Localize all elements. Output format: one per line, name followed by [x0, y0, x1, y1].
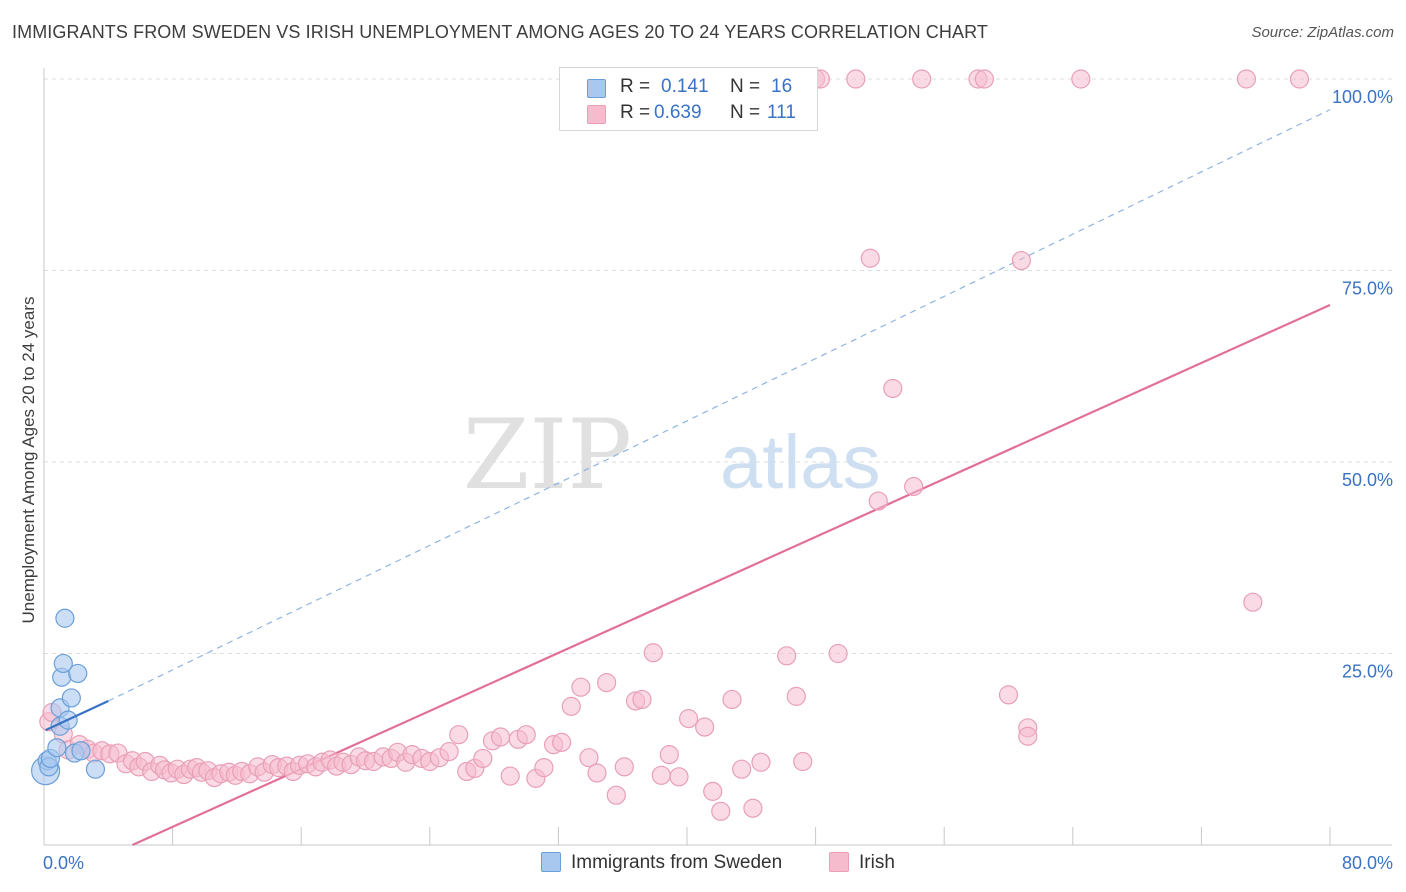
bottom-legend-sweden: Immigrants from Sweden — [541, 852, 782, 874]
irish-point — [597, 673, 617, 693]
irish-point — [632, 689, 652, 710]
legend-r-value: 0.639 — [654, 102, 702, 123]
irish-point — [606, 785, 626, 805]
watermark-zip: ZIP — [463, 399, 632, 511]
gridlines — [44, 78, 1392, 654]
y-tick-label: 50.0% — [1342, 470, 1393, 490]
sweden-point — [47, 738, 67, 758]
irish-point — [669, 767, 689, 787]
bottom-legend-swatch-irish — [829, 852, 849, 872]
source-label: Source: ZipAtlas.com — [1251, 24, 1394, 41]
irish-point — [912, 69, 932, 89]
irish-point — [751, 752, 771, 772]
irish-point — [500, 766, 520, 786]
irish-point — [793, 751, 813, 772]
irish-point — [883, 378, 903, 399]
irish-point — [695, 717, 715, 737]
irish-point — [1236, 69, 1257, 89]
legend-r-label: R = — [620, 102, 651, 123]
irish-point — [904, 476, 924, 497]
irish-point — [439, 741, 459, 762]
legend-r-label: R = — [620, 76, 651, 97]
irish-point — [659, 745, 679, 765]
irish-point — [561, 696, 581, 716]
irish-point — [449, 725, 469, 745]
legend-n-value: 111 — [767, 102, 796, 123]
irish-point — [651, 765, 671, 785]
irish-point — [868, 491, 888, 511]
legend-n-label: N = — [730, 76, 761, 97]
irish-point — [722, 689, 742, 710]
stats-legend: R = 0.141 N = 16 R = 0.639 N = 111 — [559, 67, 818, 131]
legend-swatch-irish — [587, 105, 606, 124]
sweden-point — [55, 608, 75, 628]
bottom-legend-label-irish: Irish — [859, 852, 895, 873]
y-tick-label: 75.0% — [1342, 279, 1393, 299]
irish-point — [786, 686, 806, 706]
chart-title: IMMIGRANTS FROM SWEDEN VS IRISH UNEMPLOY… — [12, 22, 988, 42]
irish-point — [516, 725, 536, 745]
irish-point — [860, 248, 880, 268]
sweden-point — [61, 688, 81, 708]
irish-point — [579, 748, 599, 768]
irish-point — [732, 759, 752, 779]
sweden-point — [85, 759, 106, 779]
bottom-legend-swatch-sweden — [541, 852, 561, 872]
irish-point — [711, 801, 731, 821]
irish-point — [679, 709, 699, 729]
irish-point — [1018, 726, 1038, 746]
sweden-trend-line — [45, 699, 109, 732]
y-axis-label: Unemployment Among Ages 20 to 24 years — [19, 296, 38, 624]
sweden-point — [53, 653, 73, 674]
bottom-legend-label-sweden: Immigrants from Sweden — [571, 852, 783, 873]
irish-point — [534, 758, 554, 778]
irish-point — [1071, 69, 1091, 89]
sweden-points — [31, 608, 109, 786]
irish-point — [473, 748, 493, 769]
bottom-legend-irish: Irish — [829, 852, 895, 874]
irish-point — [1243, 592, 1263, 612]
irish-point — [703, 781, 723, 801]
irish-point — [998, 685, 1019, 705]
axes — [43, 68, 1392, 846]
x-tick-label-max: 80.0% — [1342, 853, 1393, 873]
irish-point — [777, 646, 797, 666]
irish-point — [828, 643, 848, 664]
y-tick-label: 25.0% — [1342, 662, 1393, 682]
irish-point — [1289, 69, 1310, 89]
irish-points — [39, 69, 1310, 821]
irish-point — [974, 69, 994, 89]
irish-point — [846, 69, 866, 89]
legend-n-label: N = — [730, 102, 761, 123]
irish-point — [552, 732, 572, 752]
irish-point — [743, 798, 763, 818]
irish-point — [614, 757, 634, 777]
irish-point — [490, 727, 511, 747]
legend-swatch-sweden — [587, 79, 606, 98]
watermark: ZIP atlas — [463, 399, 881, 511]
watermark-atlas: atlas — [720, 420, 881, 505]
legend-n-value: 16 — [771, 76, 793, 97]
tick-labels: 25.0% 50.0% 75.0% 100.0% 0.0% 80.0% — [43, 87, 1393, 873]
y-tick-label: 100.0% — [1332, 87, 1393, 107]
x-tick-label-min: 0.0% — [43, 853, 84, 873]
irish-point — [571, 677, 591, 697]
irish-point — [587, 763, 607, 783]
legend-r-value: 0.141 — [661, 76, 709, 97]
irish-point — [643, 643, 663, 663]
sweden-point — [68, 663, 88, 684]
sweden-point — [71, 741, 91, 761]
sweden-trend-extrapolated — [108, 109, 1331, 702]
irish-point — [1011, 250, 1031, 271]
